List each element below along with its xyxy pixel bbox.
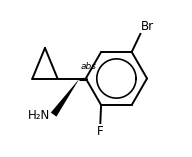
Polygon shape bbox=[51, 78, 79, 117]
Text: F: F bbox=[97, 125, 104, 138]
Text: Br: Br bbox=[141, 20, 154, 33]
Text: abs: abs bbox=[81, 62, 97, 71]
Text: H₂N: H₂N bbox=[27, 109, 50, 122]
